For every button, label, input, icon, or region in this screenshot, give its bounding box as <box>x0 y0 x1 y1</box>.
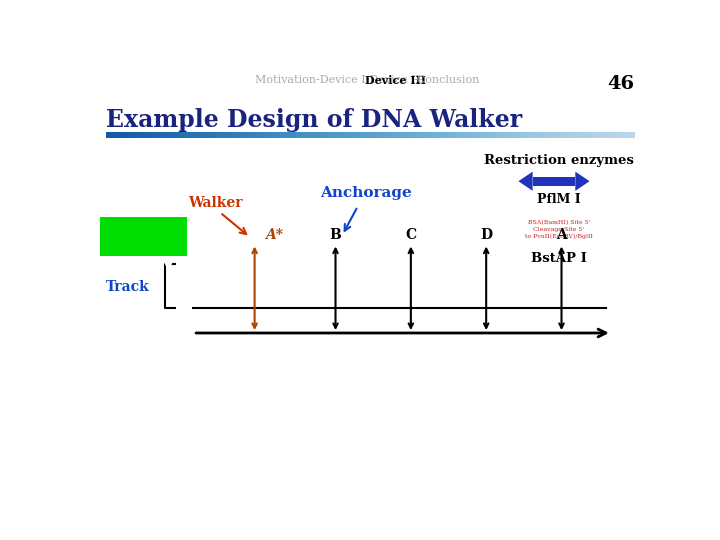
Text: PflM I: PflM I <box>537 193 580 206</box>
Text: Ligase: Ligase <box>121 230 166 243</box>
Text: B: B <box>330 227 341 241</box>
Polygon shape <box>161 256 176 272</box>
Polygon shape <box>533 177 575 186</box>
Polygon shape <box>557 177 566 181</box>
Text: BstAP I: BstAP I <box>531 252 587 265</box>
Polygon shape <box>575 172 590 191</box>
Polygon shape <box>557 181 566 186</box>
Polygon shape <box>557 177 566 186</box>
Text: Motivation-Device I-Device II-: Motivation-Device I-Device II- <box>255 75 423 85</box>
Text: A*: A* <box>265 227 283 241</box>
Text: Restriction enzymes: Restriction enzymes <box>484 154 634 167</box>
Text: BSA(BamHI) Site 5'
Cleavage Site 5'
to PvuII(EcoRV)/BglII: BSA(BamHI) Site 5' Cleavage Site 5' to P… <box>525 220 593 239</box>
Text: Anchorage: Anchorage <box>320 186 412 200</box>
Text: -Conclusion: -Conclusion <box>413 75 480 85</box>
Polygon shape <box>518 172 533 191</box>
Text: Track: Track <box>106 280 149 294</box>
Text: D: D <box>480 227 492 241</box>
Text: Device III: Device III <box>365 75 426 86</box>
Text: C: C <box>405 227 416 241</box>
Polygon shape <box>114 256 128 272</box>
Text: Walker: Walker <box>188 197 242 210</box>
FancyBboxPatch shape <box>100 217 186 256</box>
Text: Example Design of DNA Walker: Example Design of DNA Walker <box>106 109 522 132</box>
Text: 46: 46 <box>607 75 634 93</box>
Polygon shape <box>138 256 152 272</box>
Text: A: A <box>556 227 567 241</box>
